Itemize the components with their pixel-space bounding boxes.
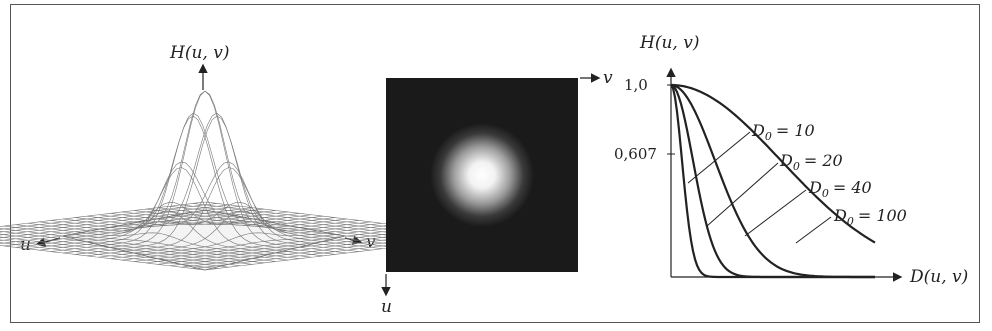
curve-label-d0-100: D0 = 100 xyxy=(833,206,907,228)
svg-text:D0= 20: D0 = 20 xyxy=(779,151,843,173)
ytick-mid-label: 0,607 xyxy=(614,145,657,163)
mesh-line xyxy=(0,236,241,267)
curve-label-value: = 10 xyxy=(776,121,815,140)
plot-x-axis-label: D(u, v) xyxy=(909,267,968,287)
curve-label-sub: 0 xyxy=(847,215,854,228)
curve-label-sub: 0 xyxy=(822,187,829,200)
curve-label-base: D xyxy=(779,151,793,170)
mesh-line xyxy=(0,242,217,269)
curve-label-value: = 40 xyxy=(833,178,872,197)
u-axis-label-3d: u xyxy=(20,235,31,255)
curve-d0-100 xyxy=(671,83,876,244)
ytick-top-label: 1,0 xyxy=(624,76,648,94)
leader-d0-20 xyxy=(706,162,779,227)
leader-d0-100 xyxy=(795,216,832,244)
profile-plot-panel: H(u, v) D(u, v) 1,0 0,607 D0 = 10 D0 = 20 … xyxy=(614,33,968,287)
curve-label-d0-20: D0 = 20 xyxy=(779,151,843,173)
mesh-line xyxy=(0,239,229,268)
filter-image-blob xyxy=(430,123,534,227)
curve-label-base: D xyxy=(808,178,822,197)
svg-text:D0= 40: D0 = 40 xyxy=(808,178,872,200)
mesh-line xyxy=(0,245,206,271)
u-axis-label-img: u xyxy=(381,297,392,317)
v-axis-label-img: v xyxy=(603,68,613,88)
curve-label-value: = 100 xyxy=(858,206,907,225)
curve-d0-40 xyxy=(670,83,875,279)
u-axis-arrow-3d xyxy=(35,237,61,247)
leader-d0-40 xyxy=(744,189,807,237)
profile-curves xyxy=(670,83,876,279)
leader-d0-10 xyxy=(687,131,751,184)
curve-label-value: = 20 xyxy=(804,151,843,170)
curve-label-sub: 0 xyxy=(765,130,772,143)
svg-text:D0= 10: D0 = 10 xyxy=(751,121,815,143)
curve-label-d0-40: D0 = 40 xyxy=(808,178,872,200)
curve-label-base: D xyxy=(751,121,765,140)
v-axis-label-3d: v xyxy=(366,232,376,252)
curve-label-d0-10: D0 = 10 xyxy=(751,121,815,143)
plot-y-axis-label: H(u, v) xyxy=(639,33,699,53)
filter-image-panel: v u xyxy=(381,68,613,317)
curve-label-base: D xyxy=(833,206,847,225)
svg-text:D0= 100: D0 = 100 xyxy=(833,206,907,228)
curve-label-sub: 0 xyxy=(793,160,800,173)
h-axis-label: H(u, v) xyxy=(169,43,229,63)
